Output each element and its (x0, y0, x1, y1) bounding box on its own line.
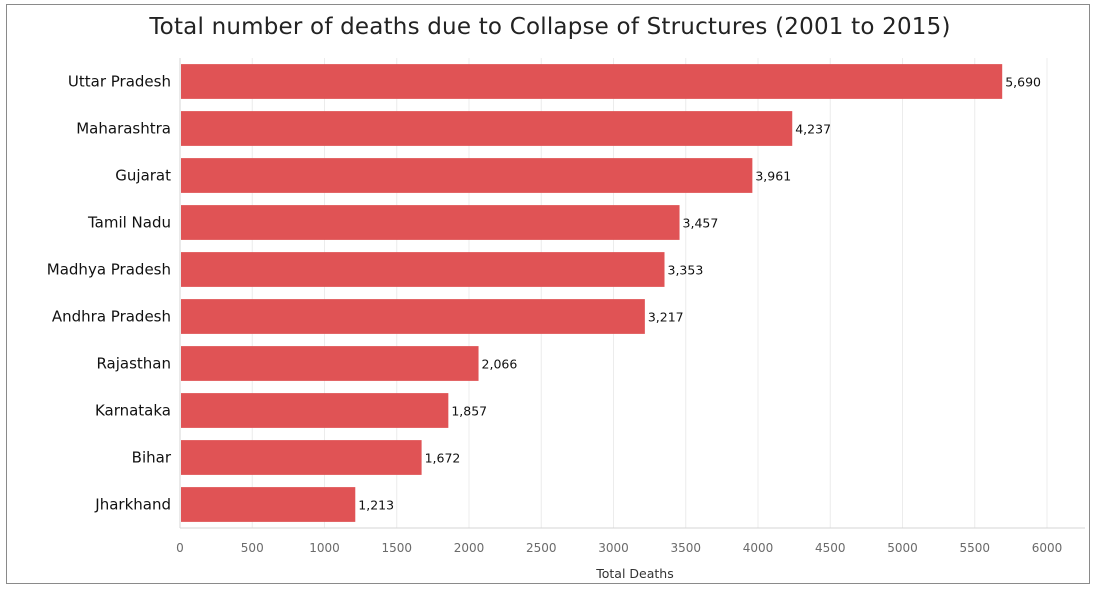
bar (181, 299, 645, 334)
category-label: Jharkhand (94, 496, 171, 514)
bar (181, 111, 793, 146)
bar (181, 487, 356, 522)
category-label: Rajasthan (96, 355, 171, 373)
value-label: 3,217 (648, 310, 684, 325)
x-tick-label: 4500 (815, 541, 846, 555)
value-label: 3,457 (683, 216, 719, 231)
bar (181, 440, 422, 475)
x-tick-label: 1000 (309, 541, 340, 555)
x-tick-label: 4000 (743, 541, 774, 555)
x-tick-label: 3500 (670, 541, 701, 555)
category-label: Maharashtra (76, 120, 171, 138)
bar (181, 252, 665, 287)
value-label: 5,690 (1005, 75, 1041, 90)
category-label: Uttar Pradesh (68, 73, 171, 91)
x-tick-label: 2000 (454, 541, 485, 555)
value-label: 1,213 (358, 498, 394, 513)
x-axis-title: Total Deaths (595, 566, 673, 581)
x-tick-label: 0 (176, 541, 184, 555)
bar (181, 158, 753, 193)
value-label: 1,857 (451, 404, 487, 419)
x-tick-label: 1500 (381, 541, 412, 555)
x-tick-label: 5000 (887, 541, 918, 555)
bar (181, 205, 680, 240)
category-label: Bihar (132, 449, 172, 467)
x-tick-label: 5500 (959, 541, 990, 555)
value-label: 3,353 (668, 263, 704, 278)
bar (181, 64, 1003, 99)
value-label: 3,961 (755, 169, 791, 184)
category-label: Tamil Nadu (87, 214, 171, 232)
x-tick-label: 6000 (1032, 541, 1063, 555)
x-tick-label: 500 (241, 541, 264, 555)
category-label: Madhya Pradesh (47, 261, 171, 279)
x-tick-label: 2500 (526, 541, 557, 555)
category-label: Andhra Pradesh (52, 308, 171, 326)
value-label: 2,066 (482, 357, 518, 372)
x-tick-label: 3000 (598, 541, 629, 555)
category-label: Gujarat (115, 167, 171, 185)
value-label: 4,237 (795, 122, 831, 137)
bar (181, 393, 449, 428)
chart-title: Total number of deaths due to Collapse o… (149, 14, 951, 40)
category-label: Karnataka (95, 402, 171, 420)
bar (181, 346, 479, 381)
value-label: 1,672 (425, 451, 461, 466)
